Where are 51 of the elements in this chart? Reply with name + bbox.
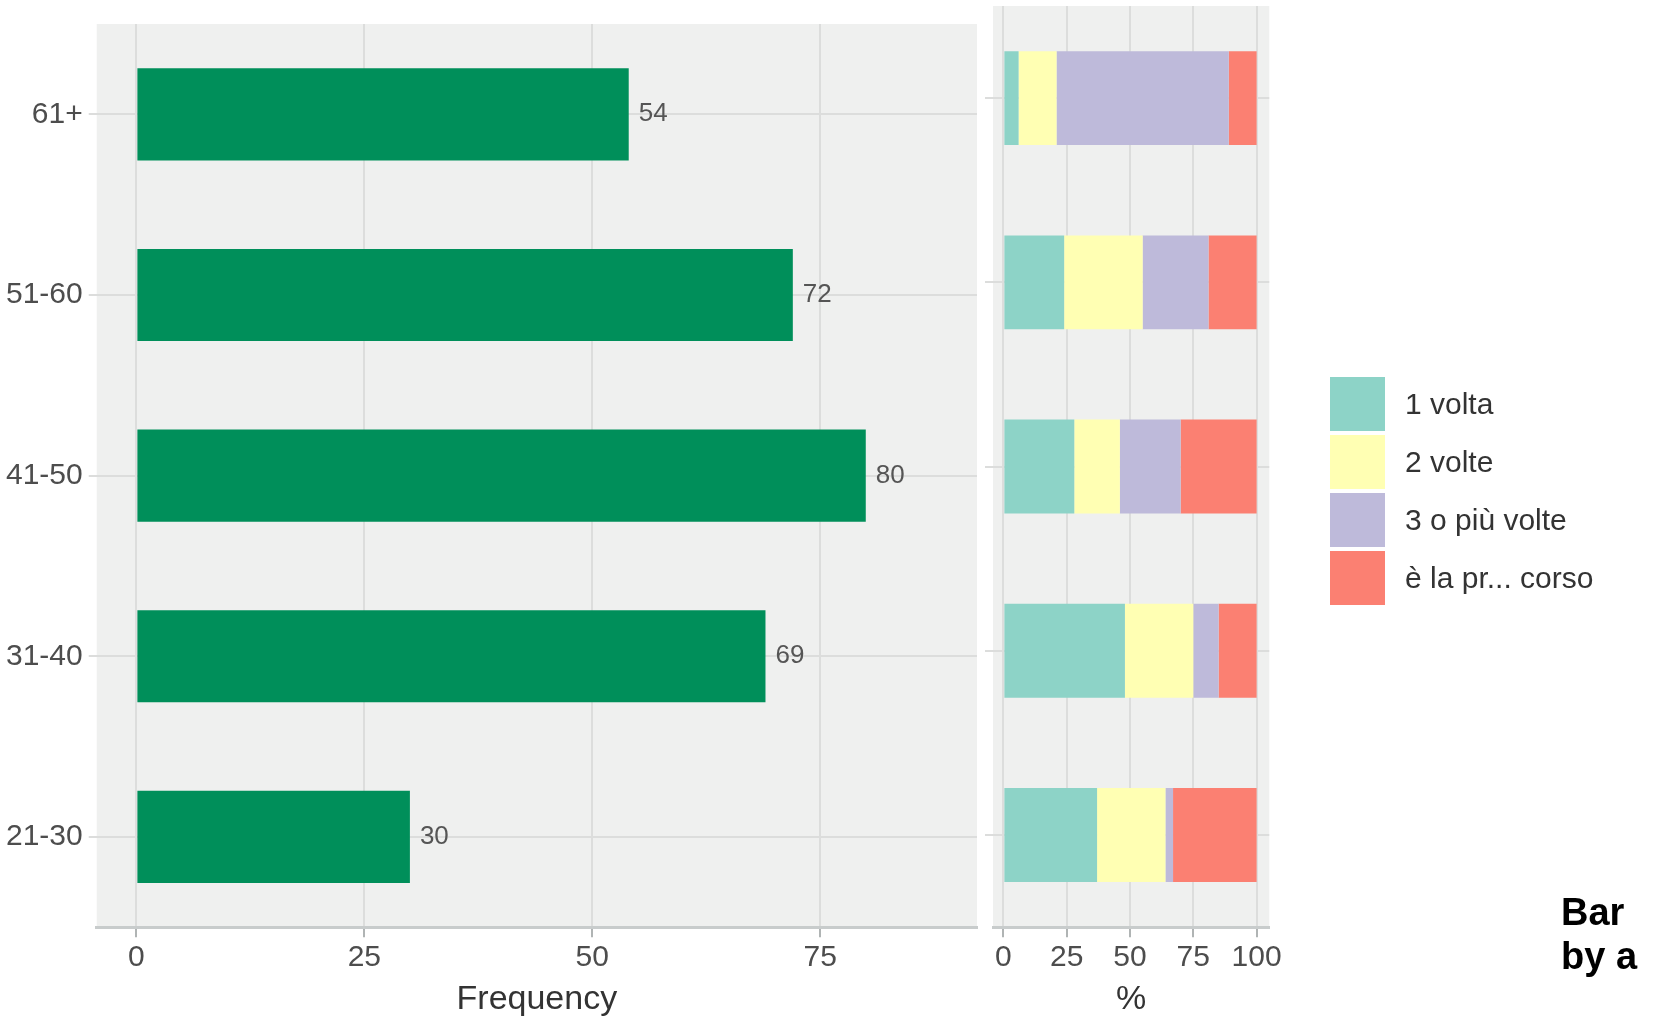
bar bbox=[1074, 419, 1120, 514]
bar bbox=[1218, 603, 1257, 698]
x-tick-label: 25 bbox=[1050, 939, 1084, 973]
bar bbox=[137, 610, 766, 703]
y-tick-label: 31-40 bbox=[5, 637, 83, 671]
bar bbox=[1165, 788, 1174, 883]
bar bbox=[1097, 788, 1166, 883]
x-axis-title: % bbox=[1116, 977, 1147, 1016]
x-tick-label: 25 bbox=[347, 939, 382, 973]
y-tick-label: 41-50 bbox=[5, 456, 83, 490]
bar bbox=[137, 248, 793, 342]
bar bbox=[1004, 51, 1019, 146]
bar bbox=[1208, 235, 1257, 330]
y-tick-label: 21-30 bbox=[5, 818, 83, 852]
y-tick-label: 61+ bbox=[31, 95, 83, 129]
data-label: 80 bbox=[875, 458, 905, 489]
data-label: 69 bbox=[775, 639, 805, 670]
y-tick-label: 51-60 bbox=[5, 276, 83, 310]
bar bbox=[1004, 788, 1098, 883]
bar bbox=[1193, 603, 1219, 698]
bar bbox=[1124, 603, 1194, 698]
data-label: 30 bbox=[419, 820, 449, 851]
bar bbox=[1119, 419, 1181, 514]
x-tick-label: 0 bbox=[995, 939, 1012, 973]
bar bbox=[1173, 788, 1257, 883]
data-label: 72 bbox=[802, 278, 832, 309]
bar bbox=[1004, 235, 1065, 330]
bar bbox=[1056, 51, 1229, 146]
legend-label: 3 o più volte bbox=[1405, 503, 1567, 537]
bar bbox=[1142, 235, 1209, 330]
bar bbox=[137, 68, 629, 161]
bar bbox=[1228, 51, 1257, 146]
x-tick-label: 75 bbox=[1176, 939, 1210, 973]
bar bbox=[1018, 51, 1057, 146]
x-tick-label: 50 bbox=[1113, 939, 1147, 973]
bar bbox=[1004, 603, 1125, 698]
bar bbox=[1180, 419, 1257, 514]
bar bbox=[1004, 419, 1075, 514]
bar bbox=[137, 790, 410, 883]
data-label: 54 bbox=[638, 97, 668, 128]
legend-label: 2 volte bbox=[1405, 445, 1494, 479]
x-axis-title: Frequency bbox=[456, 977, 618, 1016]
legend-label: 1 volta bbox=[1405, 387, 1494, 421]
bar bbox=[1064, 235, 1143, 330]
text: Bar by a bbox=[1561, 890, 1639, 978]
legend-label: è la pr... corso bbox=[1405, 561, 1594, 595]
x-tick-label: 50 bbox=[575, 939, 609, 973]
x-tick-label: 0 bbox=[128, 939, 145, 973]
x-tick-label: 100 bbox=[1231, 939, 1282, 973]
x-tick-label: 75 bbox=[803, 939, 837, 973]
bar bbox=[137, 429, 866, 522]
